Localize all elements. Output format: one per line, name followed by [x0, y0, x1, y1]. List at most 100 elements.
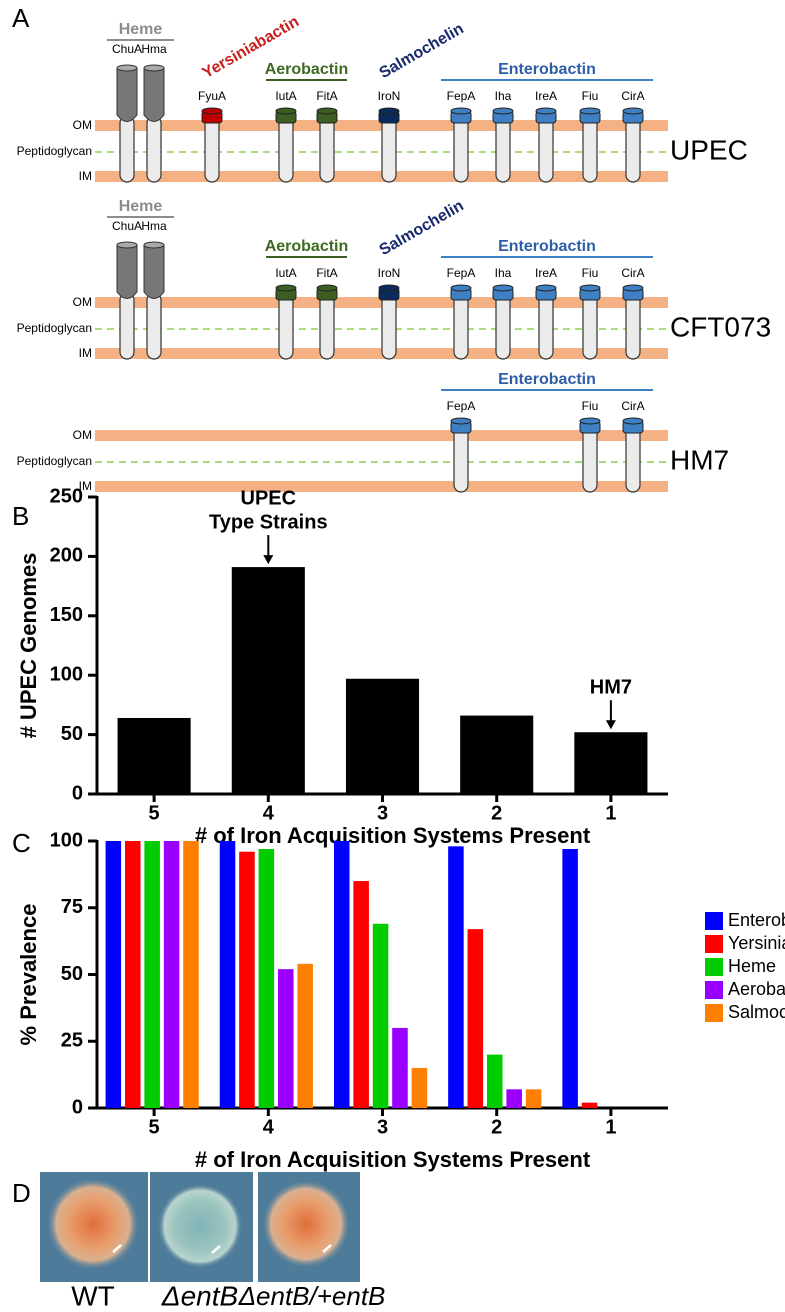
- bar: [333, 841, 350, 1108]
- receptor-top: [579, 284, 601, 292]
- panel-label: C: [12, 828, 31, 858]
- receptor-barrel: [278, 292, 294, 360]
- colony: [158, 1184, 242, 1268]
- bar: [117, 717, 191, 794]
- bar: [372, 923, 389, 1108]
- layer-label: Peptidoglycan: [17, 144, 92, 158]
- bar: [411, 1067, 428, 1108]
- y-axis-title: # UPEC Genomes: [16, 553, 41, 739]
- bar: [144, 841, 160, 1108]
- receptor-name: FitA: [316, 266, 337, 280]
- x-tick-label: 2: [491, 802, 502, 824]
- receptor-cap: [116, 244, 138, 299]
- receptor-name: FepA: [447, 266, 476, 280]
- receptor-name: IutA: [275, 89, 296, 103]
- receptor-barrel: [146, 115, 162, 183]
- group-label: Aerobactin: [265, 61, 349, 78]
- x-axis-title: # of Iron Acquisition Systems Present: [195, 1147, 591, 1172]
- receptor-barrel: [381, 292, 397, 360]
- strain-label: ΔentB/+entB: [238, 1281, 386, 1311]
- receptor-top: [116, 241, 138, 249]
- legend-swatch: [705, 1004, 723, 1022]
- receptor-top: [622, 417, 644, 425]
- strain-label: HM7: [670, 444, 729, 475]
- group-label: Salmochelin: [377, 197, 467, 259]
- receptor-barrel: [582, 115, 598, 183]
- bar: [345, 678, 420, 794]
- receptor-barrel: [278, 115, 294, 183]
- y-tick-label: 150: [50, 604, 83, 626]
- y-tick-label: 50: [61, 963, 83, 985]
- x-tick-label: 3: [377, 802, 388, 824]
- layer-label: Peptidoglycan: [17, 321, 92, 335]
- panel-label: A: [12, 3, 30, 33]
- receptor-top: [316, 284, 338, 292]
- layer-label: IM: [79, 479, 92, 493]
- receptor-cap: [116, 67, 138, 122]
- bar: [124, 841, 141, 1108]
- receptor-barrel: [119, 292, 135, 360]
- x-axis-title: # of Iron Acquisition Systems Present: [195, 823, 591, 848]
- group-label: Enterobactin: [498, 371, 596, 388]
- annotation-arrowhead: [263, 555, 274, 565]
- receptor-top: [579, 417, 601, 425]
- receptor-barrel: [453, 425, 469, 493]
- receptor-name: ChuA: [112, 42, 142, 56]
- receptor-top: [492, 107, 514, 115]
- bar: [448, 846, 464, 1108]
- panel-label: B: [12, 501, 29, 531]
- receptor-barrel: [204, 115, 220, 183]
- receptor-name: FyuA: [198, 89, 226, 103]
- group-label: Enterobactin: [498, 238, 596, 255]
- layer-label: Peptidoglycan: [17, 454, 92, 468]
- layer-label: IM: [79, 169, 92, 183]
- receptor-barrel: [625, 292, 641, 360]
- bar: [183, 841, 199, 1108]
- colony: [262, 1180, 350, 1268]
- bar: [231, 567, 305, 794]
- strain-label: WT: [71, 1280, 115, 1311]
- receptor-name: IutA: [275, 266, 296, 280]
- group-label: Heme: [119, 21, 163, 38]
- receptor-barrel: [625, 115, 641, 183]
- colony: [47, 1178, 139, 1270]
- receptor-cap: [143, 67, 165, 122]
- arrow: [211, 1245, 221, 1254]
- receptor-top: [143, 64, 165, 72]
- bar: [392, 1027, 408, 1108]
- receptor-top: [201, 107, 223, 115]
- layer-label: IM: [79, 346, 92, 360]
- y-axis-title: % Prevalence: [16, 904, 41, 1046]
- y-tick-label: 200: [50, 545, 83, 567]
- receptor-top: [378, 284, 400, 292]
- strain-label: UPEC: [670, 134, 748, 165]
- bar: [574, 732, 648, 794]
- receptor-barrel: [495, 115, 511, 183]
- receptor-name: FepA: [447, 399, 476, 413]
- bar: [525, 1089, 542, 1108]
- bar: [258, 849, 275, 1108]
- layer-label: OM: [73, 295, 92, 309]
- receptor-top: [378, 107, 400, 115]
- y-tick-label: 100: [50, 663, 83, 685]
- strain-label: CFT073: [670, 311, 771, 342]
- group-label: Enterobactin: [498, 61, 596, 78]
- x-tick-label: 4: [263, 1116, 275, 1138]
- receptor-name: IroN: [378, 266, 401, 280]
- bar: [278, 969, 294, 1108]
- bar: [460, 715, 534, 794]
- receptor-barrel: [453, 292, 469, 360]
- receptor-name: CirA: [621, 399, 644, 413]
- receptor-name: IreA: [535, 266, 557, 280]
- bar: [486, 1054, 503, 1108]
- annotation: Type Strains: [209, 511, 328, 533]
- receptor-top: [116, 64, 138, 72]
- receptor-barrel: [319, 292, 335, 360]
- receptor-top: [535, 107, 557, 115]
- bar: [163, 841, 180, 1108]
- y-tick-label: 25: [61, 1030, 83, 1052]
- legend-swatch: [705, 912, 723, 930]
- legend-swatch: [705, 981, 723, 999]
- y-tick-label: 50: [61, 723, 83, 745]
- x-tick-label: 5: [149, 1116, 160, 1138]
